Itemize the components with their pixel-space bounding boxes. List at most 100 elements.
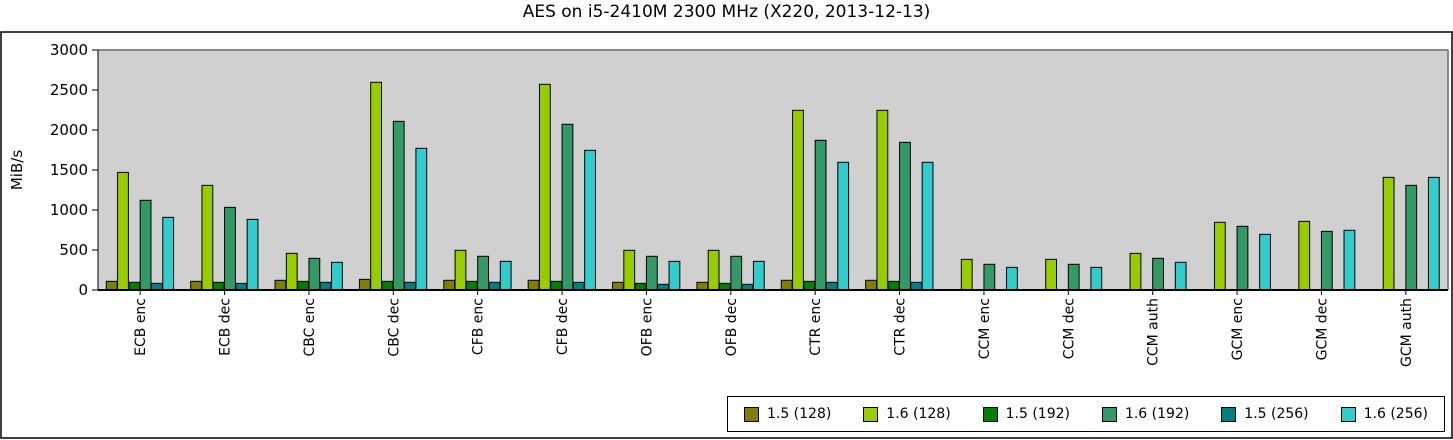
bar-1-5-256- — [910, 281, 923, 291]
bar-1-6-256- — [1006, 266, 1018, 291]
legend-label: 1.6 (256) — [1363, 406, 1428, 422]
legend-item: 1.6 (256) — [1340, 406, 1428, 422]
bar-1-6-192- — [1405, 184, 1418, 291]
bar-1-6-192- — [730, 255, 743, 291]
bar-1-6-192- — [645, 255, 658, 291]
bar-1-6-192- — [139, 199, 152, 291]
legend-label: 1.6 (192) — [1124, 406, 1190, 422]
bar-1-5-256- — [572, 281, 585, 291]
bar-1-6-128- — [454, 249, 467, 291]
legend-item: 1.6 (128) — [863, 406, 951, 422]
bar-1-6-192- — [1320, 230, 1333, 291]
bar-1-6-256- — [837, 161, 850, 291]
bar-1-6-128- — [707, 249, 720, 291]
legend-item: 1.5 (256) — [1221, 406, 1309, 422]
bar-1-6-128- — [876, 109, 889, 291]
x-tick-label: CCM auth — [1146, 298, 1162, 366]
x-tick-label: CCM dec — [1061, 298, 1077, 359]
legend-swatch — [1340, 406, 1356, 422]
bar-1-6-256- — [1259, 233, 1271, 291]
bar-1-6-128- — [117, 171, 129, 291]
bar-1-6-128- — [1045, 258, 1058, 291]
legend-swatch — [1221, 406, 1237, 422]
bar-1-5-256- — [319, 281, 332, 291]
bar-1-6-256- — [1174, 261, 1187, 291]
legend-item: 1.6 (192) — [1101, 406, 1190, 422]
chart-title: AES on i5-2410M 2300 MHz (X220, 2013-12-… — [522, 2, 931, 22]
bar-1-6-128- — [285, 252, 298, 291]
bar-1-6-256- — [331, 261, 343, 291]
bar-1-6-128- — [1213, 221, 1226, 291]
x-tick-label: GCM enc — [1230, 298, 1246, 360]
x-tick-label: CBC dec — [386, 298, 402, 357]
y-tick-label: 500 — [59, 241, 88, 259]
x-tick-label: CFB dec — [555, 298, 571, 355]
x-tick-label: CTR dec — [893, 298, 909, 356]
bar-1-6-192- — [392, 120, 405, 291]
legend-item: 1.5 (192) — [982, 406, 1070, 422]
x-tick-label: GCM dec — [1314, 298, 1330, 360]
x-tick-label: CBC enc — [302, 298, 318, 357]
bar-1-6-192- — [1236, 225, 1249, 291]
bar-1-6-192- — [814, 139, 827, 291]
y-tick-label: 1000 — [50, 201, 88, 219]
bar-1-6-256- — [584, 149, 596, 291]
bar-1-6-128- — [1298, 220, 1311, 291]
bar-1-6-256- — [921, 161, 934, 291]
bar-1-5-128- — [612, 281, 624, 291]
bar-1-6-128- — [370, 81, 383, 291]
y-tick-label: 2500 — [50, 81, 88, 99]
bar-1-5-128- — [865, 279, 877, 291]
bar-1-6-256- — [1343, 229, 1356, 291]
legend-label: 1.5 (128) — [766, 406, 832, 422]
bar-1-5-128- — [358, 278, 371, 291]
bar-1-6-128- — [792, 109, 804, 291]
x-tick-label: ECB dec — [218, 298, 234, 356]
bar-1-5-192- — [465, 280, 478, 291]
legend-swatch — [1101, 406, 1117, 422]
x-tick-label: OFB dec — [724, 298, 740, 356]
bar-1-5-128- — [780, 279, 793, 291]
legend-swatch — [863, 406, 879, 422]
legend-swatch — [743, 406, 759, 422]
x-tick-label: CFB enc — [471, 298, 487, 355]
legend-label: 1.6 (128) — [886, 406, 951, 422]
bar-1-6-192- — [1067, 263, 1080, 291]
x-tick-label: ECB enc — [133, 298, 149, 356]
bar-1-6-192- — [1152, 257, 1164, 291]
bar-1-5-128- — [443, 279, 456, 291]
bar-1-6-192- — [899, 141, 911, 291]
bar-1-5-256- — [404, 281, 416, 291]
bar-1-6-128- — [960, 258, 973, 291]
y-tick-label: 1500 — [50, 161, 88, 179]
bar-1-6-128- — [201, 184, 214, 291]
y-tick-label: 3000 — [50, 41, 88, 59]
bar-1-6-256- — [162, 216, 175, 291]
bar-1-6-256- — [1090, 266, 1103, 291]
bar-1-5-192- — [381, 280, 394, 291]
bar-1-6-192- — [561, 123, 574, 291]
bar-1-5-192- — [212, 281, 225, 291]
bar-1-5-192- — [887, 280, 900, 291]
y-tick-label: 0 — [78, 281, 88, 299]
bar-1-6-256- — [415, 147, 428, 291]
legend-swatch — [982, 406, 998, 422]
bar-1-5-128- — [190, 280, 202, 291]
legend-item: 1.5 (128) — [743, 406, 832, 422]
bar-1-5-192- — [550, 280, 563, 291]
bar-1-6-256- — [499, 260, 512, 291]
bar-1-5-192- — [297, 280, 309, 291]
bar-1-6-256- — [246, 218, 259, 291]
bar-1-6-128- — [1129, 252, 1142, 291]
bar-1-5-128- — [105, 280, 118, 291]
x-tick-label: OFB enc — [639, 298, 655, 356]
bar-1-6-192- — [224, 206, 236, 291]
y-tick-label: 2000 — [50, 121, 88, 139]
bar-1-5-128- — [527, 279, 540, 291]
y-axis-label: MiB/s — [8, 150, 26, 190]
chart-frame — [0, 31, 1453, 439]
bar-1-5-256- — [488, 281, 501, 291]
legend-label: 1.5 (256) — [1244, 406, 1309, 422]
